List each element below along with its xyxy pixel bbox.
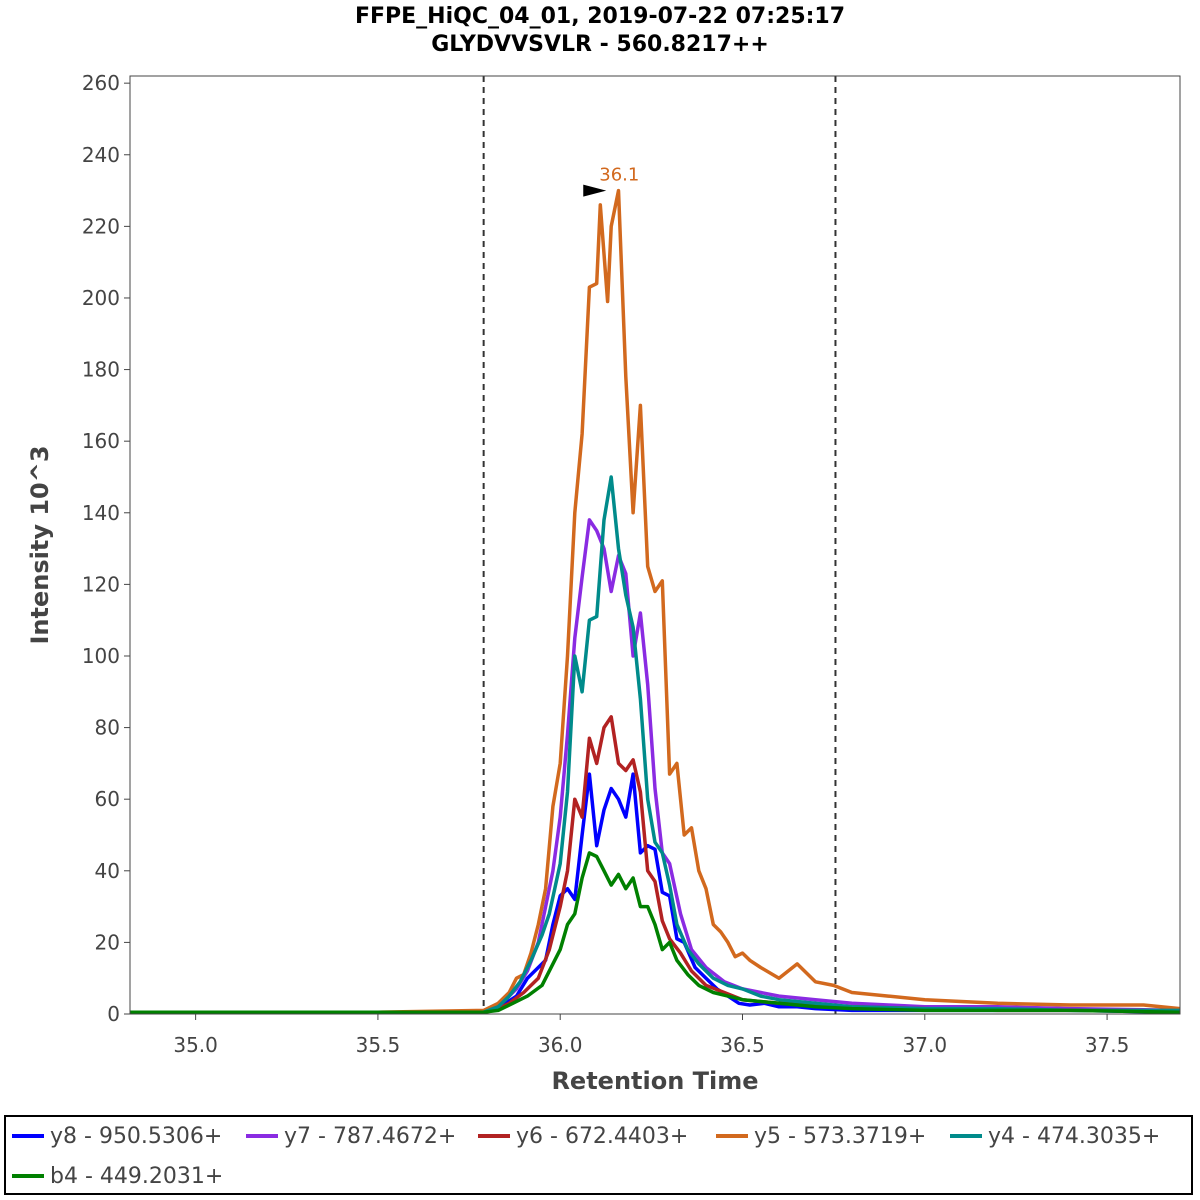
legend-label: y7 - 787.4672+	[284, 1123, 457, 1149]
series-line-y5	[130, 188, 1181, 1014]
peak-label: 36.1	[599, 165, 639, 186]
y-tick-label: 220	[82, 214, 120, 238]
x-tick-label: 35.5	[356, 1033, 401, 1057]
legend-swatch	[950, 1134, 982, 1138]
y-tick-label: 40	[95, 859, 120, 883]
legend-label: b4 - 449.2031+	[50, 1163, 224, 1189]
y-tick-label: 60	[95, 787, 120, 811]
y-tick-label: 120	[82, 572, 120, 596]
legend-label: y8 - 950.5306+	[50, 1123, 223, 1149]
legend-swatch	[716, 1134, 748, 1138]
legend-item: y7 - 787.4672+	[246, 1121, 456, 1151]
legend: y8 - 950.5306+ y7 - 787.4672+ y6 - 672.440…	[4, 1115, 1193, 1195]
x-tick-label: 37.0	[903, 1033, 948, 1057]
chromatogram-chart: 0 20 40 60 80 100 120 140 160 180 200 220 240 260 35.0…	[26, 71, 1181, 1095]
x-axis-title: Retention Time	[551, 1067, 758, 1095]
y-tick-label: 0	[107, 1002, 120, 1026]
plot-frame	[129, 75, 1181, 1015]
x-tick-label: 37.5	[1085, 1033, 1130, 1057]
series-line-y6	[130, 715, 1180, 1014]
y-tick-label: 260	[82, 71, 120, 95]
y-tick-label: 160	[82, 429, 120, 453]
x-tick-label: 36.0	[538, 1033, 583, 1057]
y-tick-label: 180	[82, 358, 120, 382]
legend-swatch	[12, 1174, 44, 1178]
y-axis-title: Intensity 10^3	[26, 445, 54, 644]
series-line-y4	[130, 475, 1180, 1014]
x-tick-label: 36.5	[720, 1033, 765, 1057]
series-line-y8	[130, 772, 1181, 1014]
legend-item: y8 - 950.5306+	[12, 1121, 222, 1151]
legend-swatch	[478, 1134, 510, 1138]
legend-item: y4 - 474.3035+	[950, 1121, 1160, 1151]
legend-label: y5 - 573.3719+	[754, 1123, 927, 1149]
y-tick-label: 80	[95, 716, 120, 740]
y-tick-label: 240	[82, 143, 120, 167]
legend-swatch	[246, 1134, 278, 1138]
legend-item: b4 - 449.2031+	[12, 1161, 223, 1191]
x-tick-label: 35.0	[173, 1033, 218, 1057]
peak-marker-arrow	[583, 184, 607, 197]
legend-item: y5 - 573.3719+	[716, 1121, 926, 1151]
y-tick-label: 200	[82, 286, 120, 310]
legend-label: y6 - 672.4403+	[516, 1123, 689, 1149]
legend-swatch	[12, 1134, 44, 1138]
series-line-y7	[130, 518, 1181, 1014]
chart-title-line2: GLYDVVSVLR - 560.8217++	[431, 32, 769, 57]
chart-title-line1: FFPE_HiQC_04_01, 2019-07-22 07:25:17	[354, 4, 846, 29]
series-line-b4	[130, 851, 1181, 1014]
legend-label: y4 - 474.3035+	[988, 1123, 1161, 1149]
annotation-layer: 36.1	[583, 165, 639, 197]
y-tick-label: 100	[82, 644, 120, 668]
series-layer	[130, 188, 1181, 1014]
axes-layer: 0 20 40 60 80 100 120 140 160 180 200 220 240 260 35.0…	[82, 71, 1130, 1057]
legend-item: y6 - 672.4403+	[478, 1121, 688, 1151]
y-tick-label: 20	[95, 930, 120, 954]
y-tick-label: 140	[82, 501, 120, 525]
